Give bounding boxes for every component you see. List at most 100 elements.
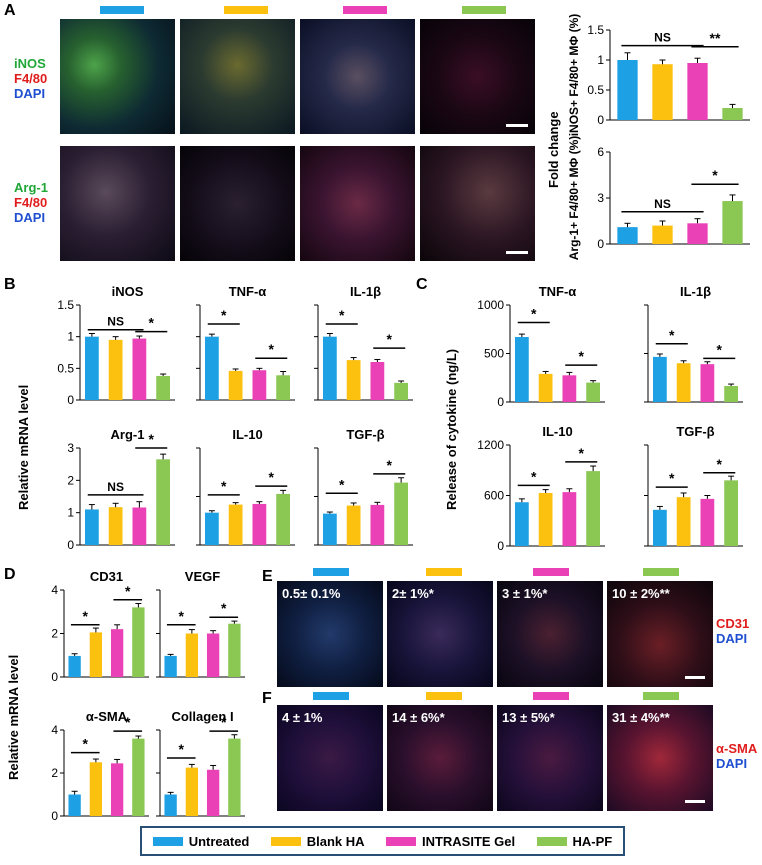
significance-label: NS xyxy=(654,197,671,211)
bar xyxy=(164,655,177,677)
bar xyxy=(562,375,577,402)
stain-label-arg1: Arg-1 F4/80 DAPI xyxy=(14,180,48,225)
bar xyxy=(156,459,171,545)
legend-swatch xyxy=(385,836,416,846)
bar xyxy=(687,63,708,120)
y-axis-label: iNOS+ F4/80+ MΦ (%) xyxy=(567,14,581,137)
bar xyxy=(228,370,243,400)
y-tick-label: 0 xyxy=(497,395,504,409)
bar xyxy=(206,633,220,677)
bar xyxy=(206,769,220,816)
panel-label-e: E xyxy=(262,568,273,585)
micrograph-cd31-blank-ha: 2± 1%* xyxy=(387,581,493,687)
y-tick-label: 4 xyxy=(51,583,58,597)
bar xyxy=(228,738,241,816)
bar xyxy=(156,375,171,400)
significance-label: NS xyxy=(107,480,124,494)
bar xyxy=(276,493,291,545)
y-tick-label: 1200 xyxy=(477,438,504,452)
bar xyxy=(204,336,219,400)
micrograph-asma-blank-ha: 14 ± 6%* xyxy=(387,705,493,811)
group-key-ha-pf xyxy=(643,692,679,700)
chart-title: IL-1β xyxy=(350,284,381,299)
chart-title: IL-10 xyxy=(542,424,572,439)
significance-label: * xyxy=(125,583,131,599)
y-tick-label: 0 xyxy=(67,538,74,552)
micrograph-cd31-untreated: 0.5± 0.1% xyxy=(277,581,383,687)
scale-bar xyxy=(506,124,528,127)
bar xyxy=(322,336,337,400)
significance-label: ** xyxy=(710,30,721,46)
y-tick-label: 1 xyxy=(67,506,74,520)
bar xyxy=(89,632,103,677)
y-tick-label: 2 xyxy=(51,766,58,780)
significance-label: * xyxy=(221,714,227,730)
bar xyxy=(687,223,708,244)
bar xyxy=(185,633,199,677)
chart-title: TGF-β xyxy=(676,424,714,439)
bar xyxy=(652,356,667,402)
micrograph-cd31-intrasite: 3 ± 1%* xyxy=(497,581,603,687)
chart-title: VEGF xyxy=(185,569,220,584)
significance-label: NS xyxy=(654,31,671,45)
bar xyxy=(370,504,385,545)
bar xyxy=(538,492,553,546)
significance-label: * xyxy=(387,457,393,473)
bar xyxy=(132,738,145,816)
y-tick-label: 0.5 xyxy=(57,361,74,375)
panel-label-b: B xyxy=(4,276,16,293)
significance-label: * xyxy=(717,456,723,472)
bar xyxy=(346,505,361,545)
legend-item-intrasite: INTRASITE Gel xyxy=(385,834,515,849)
significance-label: * xyxy=(179,741,185,757)
bar xyxy=(346,360,361,400)
y-tick-label: 1000 xyxy=(477,298,504,312)
bar xyxy=(110,629,124,677)
bar xyxy=(562,492,577,546)
panel-label-f: F xyxy=(262,690,272,707)
bar xyxy=(108,507,123,545)
y-tick-label: 0 xyxy=(67,393,74,407)
bar xyxy=(514,502,529,546)
bar xyxy=(132,338,147,400)
significance-label: * xyxy=(579,348,585,364)
significance-label: * xyxy=(221,600,227,616)
panel-label-a: A xyxy=(4,2,16,19)
significance-label: * xyxy=(83,608,89,624)
y-tick-label: 6 xyxy=(597,145,604,159)
micrograph-inos-blank-ha xyxy=(180,19,295,134)
micrograph-arg1-untreated xyxy=(60,146,175,261)
significance-label: * xyxy=(179,608,185,624)
significance-label: * xyxy=(221,478,227,494)
significance-label: * xyxy=(221,307,227,323)
group-key-intrasite xyxy=(533,568,569,576)
bar xyxy=(252,503,267,545)
significance-label: * xyxy=(269,341,275,357)
bar xyxy=(514,337,529,402)
bar xyxy=(110,763,124,816)
y-tick-label: 0 xyxy=(51,809,58,823)
y-tick-label: 0.5 xyxy=(587,83,604,97)
significance-label: * xyxy=(269,469,275,485)
group-key-untreated xyxy=(313,692,349,700)
group-key-blank-ha xyxy=(426,692,462,700)
bar xyxy=(724,385,739,402)
bar xyxy=(68,655,81,677)
y-tick-label: 0 xyxy=(597,113,604,127)
micrograph-inos-intrasite xyxy=(300,19,415,134)
bar xyxy=(722,201,743,244)
significance-label: * xyxy=(579,445,585,461)
bar xyxy=(84,509,99,545)
bar xyxy=(700,498,715,546)
stain-label-inos: iNOS F4/80 DAPI xyxy=(14,56,48,101)
chart-title: TNF-α xyxy=(229,284,267,299)
bar xyxy=(276,375,291,400)
scale-bar xyxy=(506,251,528,254)
micrograph-cd31-ha-pf: 10 ± 2%** xyxy=(607,581,713,687)
y-tick-label: 4 xyxy=(51,723,58,737)
group-key-ha-pf xyxy=(462,6,506,14)
significance-label: NS xyxy=(107,315,124,329)
chart-title: Arg-1 xyxy=(111,427,145,442)
y-tick-label: 2 xyxy=(67,473,74,487)
bar xyxy=(228,504,243,545)
